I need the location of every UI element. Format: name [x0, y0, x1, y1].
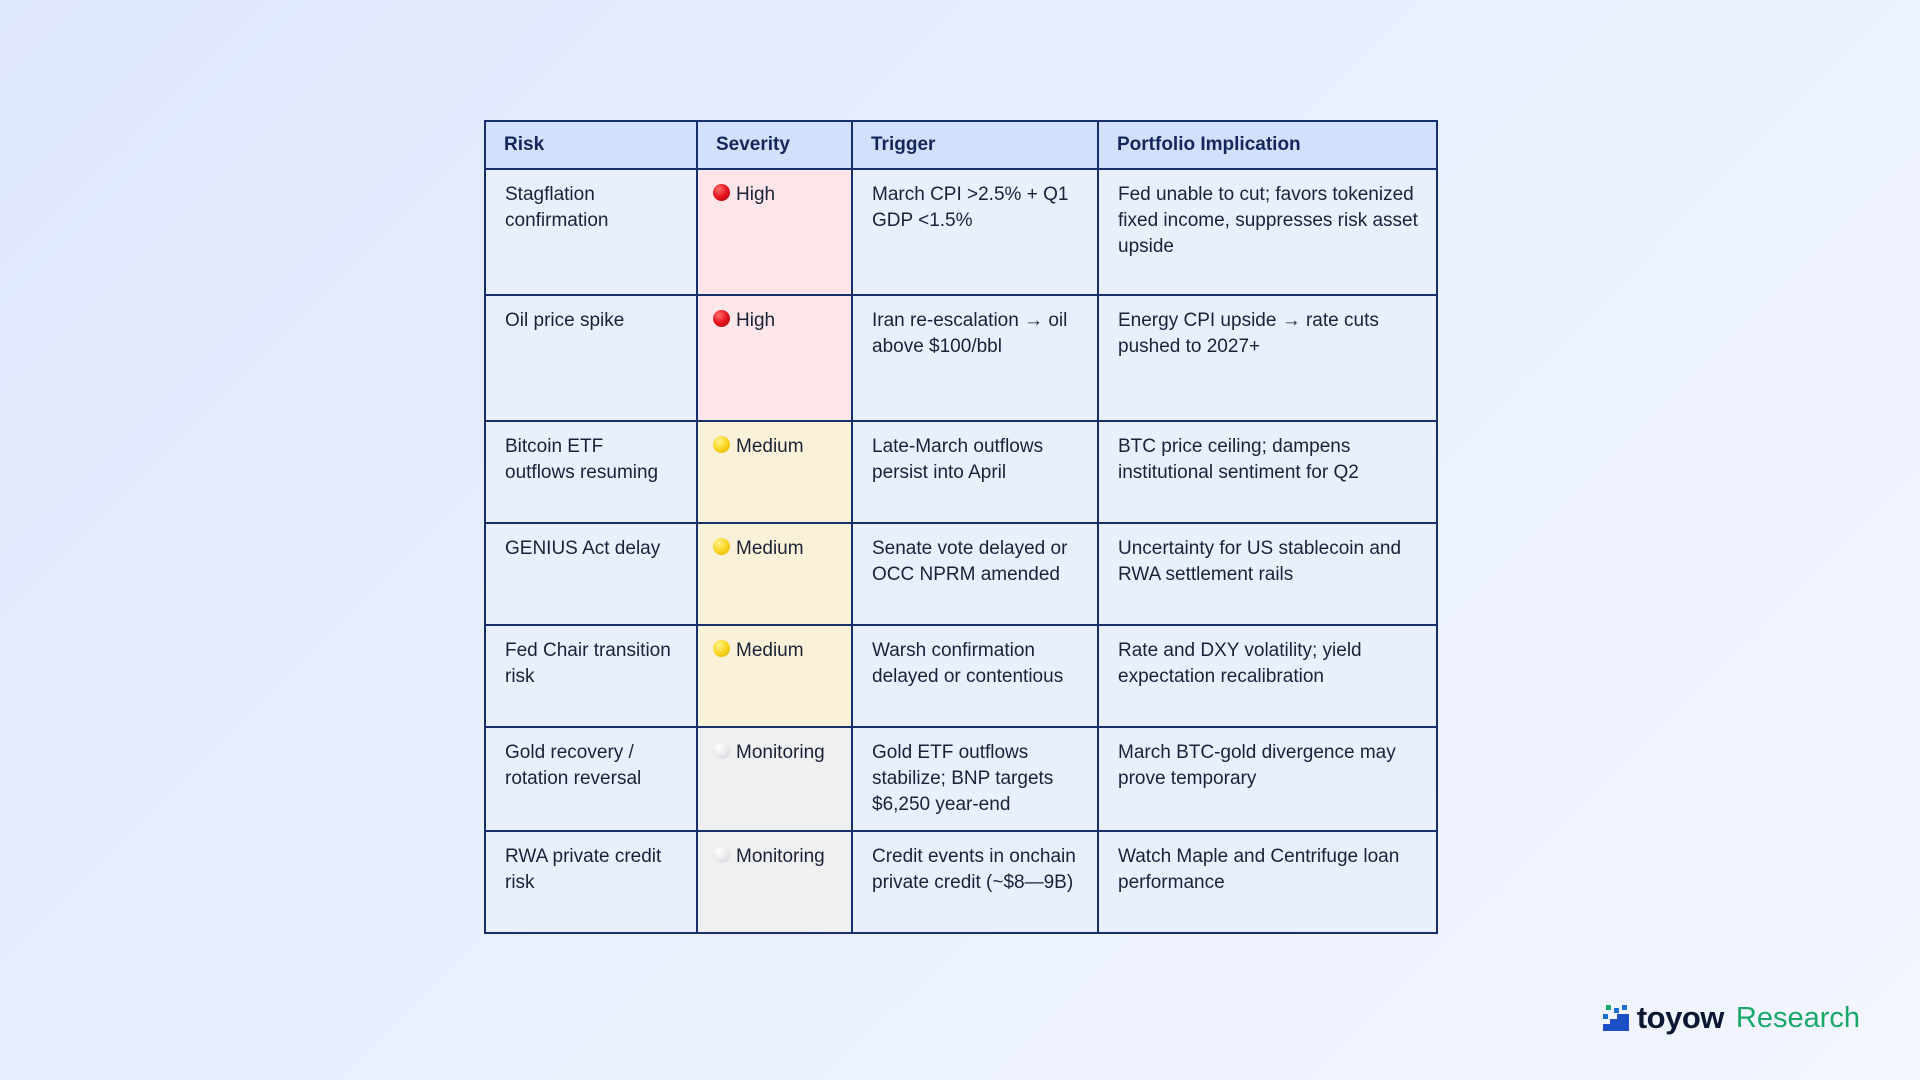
brand-name: toyow [1636, 1000, 1725, 1035]
severity-label: Monitoring [736, 846, 825, 867]
implication-cell: March BTC-gold divergence may prove temp… [1097, 726, 1438, 832]
red-circle-icon [713, 184, 730, 201]
risk-cell: Stagflation confirmation [484, 168, 698, 296]
severity-cell: Monitoring [696, 830, 853, 934]
risk-cell: Oil price spike [484, 294, 698, 422]
table-row: RWA private credit risk Monitoring Credi… [484, 830, 1438, 934]
trigger-cell: Iran re-escalation → oil above $100/bbl [851, 294, 1099, 422]
trigger-cell: March CPI >2.5% + Q1 GDP <1.5% [851, 168, 1099, 296]
trigger-cell: Gold ETF outflows stabilize; BNP targets… [851, 726, 1099, 832]
implication-cell: BTC price ceiling; dampens institutional… [1097, 420, 1438, 524]
trigger-cell: Warsh confirmation delayed or contentiou… [851, 624, 1099, 728]
risk-cell: Gold recovery / rotation reversal [484, 726, 698, 832]
implication-cell: Watch Maple and Centrifuge loan performa… [1097, 830, 1438, 934]
severity-label: High [736, 184, 776, 205]
severity-label: Medium [736, 436, 804, 457]
risk-cell: Fed Chair transition risk [484, 624, 698, 728]
risk-cell: RWA private credit risk [484, 830, 698, 934]
header-risk: Risk [484, 120, 698, 170]
brand-tagline: Research [1735, 1001, 1860, 1034]
severity-cell: High [696, 168, 853, 296]
severity-cell: Medium [696, 420, 853, 524]
trigger-cell: Credit events in onchain private credit … [851, 830, 1099, 934]
toyow-logo-icon [1602, 1005, 1629, 1031]
trigger-cell: Late-March outflows persist into April [851, 420, 1099, 524]
implication-cell: Uncertainty for US stablecoin and RWA se… [1097, 522, 1438, 626]
table-header-row: Risk Severity Trigger Portfolio Implicat… [484, 120, 1438, 170]
white-circle-icon [713, 846, 730, 863]
trigger-cell: Senate vote delayed or OCC NPRM amended [851, 522, 1099, 626]
table-row: Oil price spike High Iran re-escalation … [484, 294, 1438, 422]
red-circle-icon [713, 310, 730, 327]
yellow-circle-icon [713, 436, 730, 453]
table-row: Stagflation confirmation High March CPI … [484, 168, 1438, 296]
severity-label: Monitoring [736, 742, 825, 763]
table-row: GENIUS Act delay Medium Senate vote dela… [484, 522, 1438, 626]
severity-cell: Monitoring [696, 726, 853, 832]
yellow-circle-icon [713, 640, 730, 657]
header-trigger: Trigger [851, 120, 1099, 170]
header-portfolio-implication: Portfolio Implication [1097, 120, 1438, 170]
risk-table: Risk Severity Trigger Portfolio Implicat… [484, 120, 1438, 934]
yellow-circle-icon [713, 538, 730, 555]
severity-cell: Medium [696, 522, 853, 626]
severity-label: High [736, 310, 776, 331]
implication-cell: Rate and DXY volatility; yield expectati… [1097, 624, 1438, 728]
table-row: Bitcoin ETF outflows resuming Medium Lat… [484, 420, 1438, 524]
risk-cell: GENIUS Act delay [484, 522, 698, 626]
brand-logo: toyow Research [1602, 1000, 1860, 1036]
white-circle-icon [713, 742, 730, 759]
implication-cell: Fed unable to cut; favors tokenized fixe… [1097, 168, 1438, 296]
severity-label: Medium [736, 538, 804, 559]
severity-cell: High [696, 294, 853, 422]
implication-cell: Energy CPI upside → rate cuts pushed to … [1097, 294, 1438, 422]
risk-cell: Bitcoin ETF outflows resuming [484, 420, 698, 524]
header-severity: Severity [696, 120, 853, 170]
severity-label: Medium [736, 640, 804, 661]
severity-cell: Medium [696, 624, 853, 728]
table-row: Fed Chair transition risk Medium Warsh c… [484, 624, 1438, 728]
table-row: Gold recovery / rotation reversal Monito… [484, 726, 1438, 832]
